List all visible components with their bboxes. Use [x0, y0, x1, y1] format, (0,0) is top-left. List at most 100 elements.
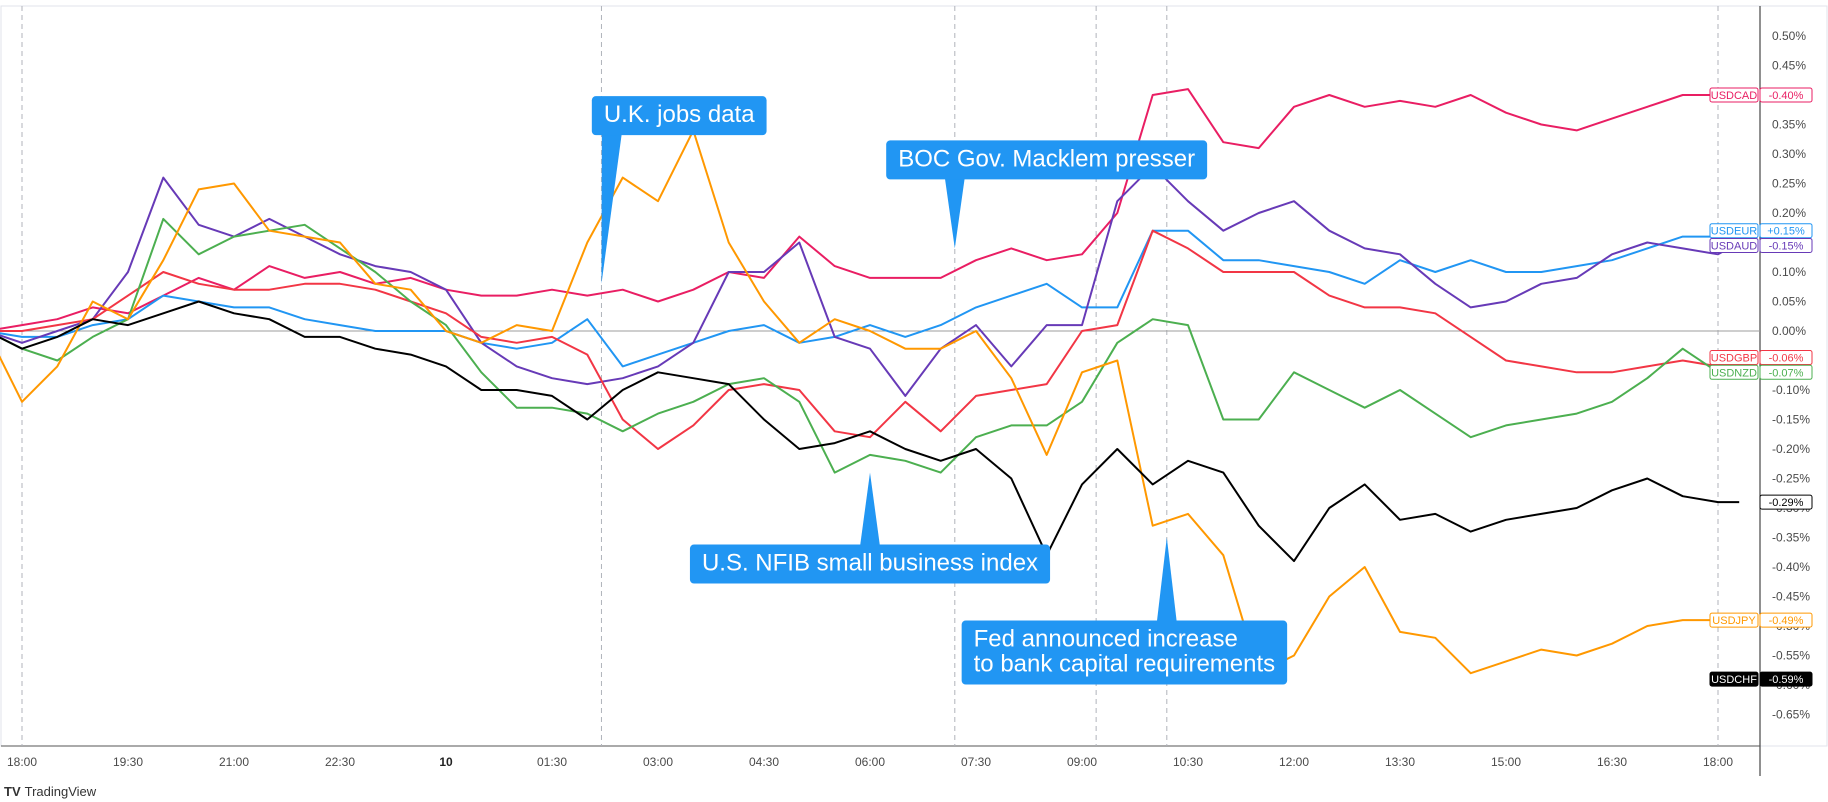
series-line-usdcad: [0, 88, 1740, 330]
y-tick-label: -0.20%: [1772, 442, 1810, 456]
y-tick-label: -0.10%: [1772, 383, 1810, 397]
y-tick-label: 0.05%: [1772, 295, 1806, 309]
callout-box: [689, 544, 1051, 584]
plot-frame: [0, 5, 1828, 747]
x-tick-label: 03:00: [643, 755, 673, 769]
x-tick-label: 18:00: [7, 755, 37, 769]
series-line-usdchf: [0, 300, 1740, 563]
y-tick-label: 0.25%: [1772, 177, 1806, 191]
price-tag-name: USDEUR: [1711, 226, 1758, 238]
callout-box: [886, 140, 1208, 180]
event-callout: U.S. NFIB small business index: [689, 472, 1051, 584]
callout-label: U.K. jobs data: [604, 101, 755, 128]
x-tick-label: 22:30: [325, 755, 355, 769]
price-tag-value: -0.59%: [1769, 674, 1804, 686]
tradingview-label: TradingView: [24, 784, 97, 799]
x-tick-label: 09:00: [1067, 755, 1097, 769]
x-tick-label: 13:30: [1385, 755, 1415, 769]
y-tick-label: 0.50%: [1772, 29, 1806, 43]
price-tag-value: -0.49%: [1769, 615, 1804, 627]
y-tick-label: 0.10%: [1772, 265, 1806, 279]
price-tag-value: +0.15%: [1767, 226, 1805, 238]
x-tick-label: 10: [439, 755, 453, 769]
callout-label: U.S. NFIB small business index: [702, 550, 1038, 577]
event-callout: U.K. jobs data: [591, 96, 767, 284]
price-tag-name-box: [1709, 364, 1759, 380]
y-tick-label: -0.45%: [1772, 590, 1810, 604]
price-tag-usdeur: USDEUR +0.15%: [1709, 223, 1813, 239]
price-tag-value-box: [1759, 350, 1813, 366]
y-tick-label: 0.30%: [1772, 147, 1806, 161]
event-callouts: U.K. jobs data BOC Gov. Macklem presser U.…: [591, 96, 1288, 685]
price-tag-value-box: [1759, 364, 1813, 380]
price-tag-value: -0.40%: [1769, 90, 1804, 102]
price-tag-value: -0.07%: [1769, 367, 1804, 379]
x-tick-label: 18:00: [1703, 755, 1733, 769]
callout-label: BOC Gov. Macklem presser: [898, 145, 1195, 172]
price-tag-name-box: [1709, 237, 1759, 253]
price-tag-name-box: [1709, 87, 1759, 103]
callout-pointer: [1156, 537, 1177, 623]
price-tag-value-box: [1759, 237, 1813, 253]
price-tag-usdaud: USDAUD -0.15%: [1709, 237, 1813, 253]
y-tick-label: -0.65%: [1772, 708, 1810, 722]
y-tick-label: -0.55%: [1772, 649, 1810, 663]
series-line-usdnzd: [0, 217, 1740, 474]
y-tick-label: 0.00%: [1772, 324, 1806, 338]
x-tick-label: 19:30: [113, 755, 143, 769]
price-tag-name: USDCHF: [1711, 674, 1757, 686]
price-tag-name-box: [1709, 223, 1759, 239]
price-tag-usdnzd: USDNZD -0.07%: [1709, 364, 1813, 380]
x-tick-label: 15:00: [1491, 755, 1521, 769]
callout-label: to bank capital requirements: [974, 651, 1276, 678]
x-tick-label: 21:00: [219, 755, 249, 769]
callout-pointer: [601, 133, 622, 284]
price-tag-value: -0.15%: [1769, 240, 1804, 252]
callout-box: [591, 96, 767, 136]
series-line-usdjpy: [0, 129, 1740, 675]
price-tag-usdchf: USDCHF -0.59%: [1709, 671, 1813, 687]
price-tags: USDCAD -0.40% USDEUR +0.15% USDAUD -0.15% USDG…: [1709, 87, 1813, 687]
x-tick-label: 16:30: [1597, 755, 1627, 769]
y-tick-label: -0.25%: [1772, 472, 1810, 486]
price-tag-usdjpy: USDJPY -0.49%: [1709, 612, 1813, 628]
x-tick-label: 10:30: [1173, 755, 1203, 769]
price-tag-value: -0.06%: [1769, 353, 1804, 365]
price-tag-name-box: [1709, 350, 1759, 366]
price-tag-usdgbp: USDGBP -0.06%: [1709, 350, 1813, 366]
price-tag-value-box: [1759, 671, 1813, 687]
x-tick-label: 07:30: [961, 755, 991, 769]
y-tick-label: -0.40%: [1772, 560, 1810, 574]
event-callout: BOC Gov. Macklem presser: [886, 140, 1208, 249]
callout-pointer: [944, 177, 965, 249]
callout-label: Fed announced increase: [974, 626, 1238, 653]
price-tag-name: USDNZD: [1711, 367, 1757, 379]
y-tick-label: 0.20%: [1772, 206, 1806, 220]
y-tick-label: 0.45%: [1772, 59, 1806, 73]
price-tag-value: -0.29%: [1769, 497, 1804, 509]
price-tag-value-box: [1759, 494, 1813, 510]
x-tick-label: 04:30: [749, 755, 779, 769]
series-lines: [0, 88, 1740, 675]
price-tag-usdcad: USDCAD -0.40%: [1709, 87, 1813, 103]
price-tag-name: USDAUD: [1711, 240, 1758, 252]
price-tag-value-box: [1759, 87, 1813, 103]
x-tick-label: 06:00: [855, 755, 885, 769]
callout-box: [961, 620, 1288, 685]
x-axis-ticks: 18:00 19:30 21:00 22:30 10 01:30 03:00 04:30 06:…: [7, 755, 1733, 769]
series-line-usdgbp: [0, 229, 1740, 450]
x-tick-label: 12:00: [1279, 755, 1309, 769]
price-tag-name-box: [1709, 671, 1759, 687]
series-line-usdaud: [0, 164, 1740, 397]
tradingview-logo-icon: TV: [4, 784, 21, 799]
series-line-usdeur: [0, 229, 1740, 368]
tradingview-brand[interactable]: TV TradingView: [4, 784, 96, 799]
y-tick-label: -0.15%: [1772, 413, 1810, 427]
price-tag-value-box: [1759, 612, 1813, 628]
y-tick-label: 0.35%: [1772, 118, 1806, 132]
price-tag-value-box: [1759, 223, 1813, 239]
price-tag-name: USDJPY: [1712, 615, 1756, 627]
callout-pointer: [860, 472, 880, 547]
